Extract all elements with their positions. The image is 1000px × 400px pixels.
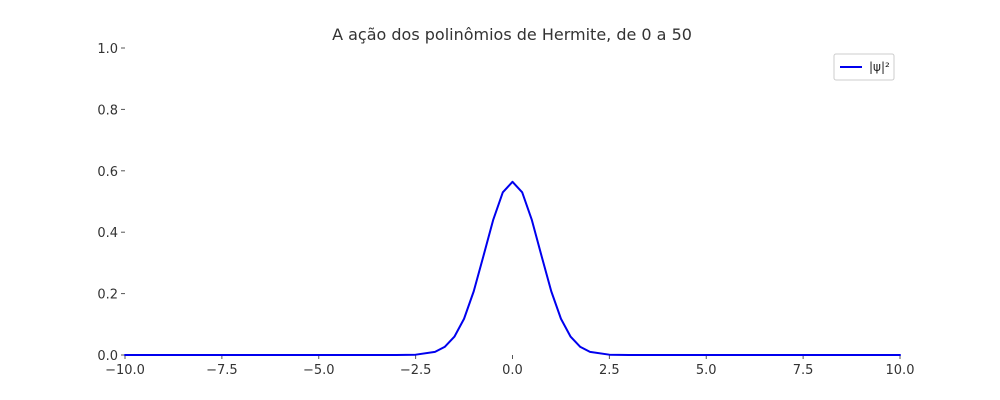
chart-title: A ação dos polinômios de Hermite, de 0 a… bbox=[332, 25, 692, 44]
y-tick-label: 0.8 bbox=[97, 103, 118, 118]
x-tick-label: 2.5 bbox=[599, 363, 620, 378]
x-tick-label: −2.5 bbox=[400, 363, 432, 378]
y-tick-label: 0.2 bbox=[97, 288, 118, 303]
y-tick-label: 0.0 bbox=[97, 349, 118, 364]
y-tick-label: 1.0 bbox=[97, 42, 118, 57]
series-layer bbox=[124, 180, 901, 356]
x-tick-label: 10.0 bbox=[886, 363, 915, 378]
legend-label: |ψ|² bbox=[869, 60, 890, 74]
x-tick-label: −5.0 bbox=[303, 363, 335, 378]
x-tick-label: 0.0 bbox=[502, 363, 523, 378]
x-axis: −10.0 −7.5 −5.0 −2.5 0.0 2.5 5.0 7.5 10.0 bbox=[105, 355, 914, 378]
x-tick-label: −10.0 bbox=[105, 363, 145, 378]
x-tick-label: 5.0 bbox=[696, 363, 717, 378]
legend-box bbox=[833, 53, 895, 81]
legend: |ψ|² bbox=[833, 53, 895, 81]
series-line bbox=[124, 180, 901, 356]
y-tick-label: 0.6 bbox=[97, 165, 118, 180]
y-tick-label: 0.4 bbox=[97, 226, 118, 241]
x-tick-label: 7.5 bbox=[793, 363, 814, 378]
y-axis: 0.0 0.2 0.4 0.6 0.8 1.0 bbox=[97, 42, 125, 364]
x-tick-label: −7.5 bbox=[206, 363, 238, 378]
